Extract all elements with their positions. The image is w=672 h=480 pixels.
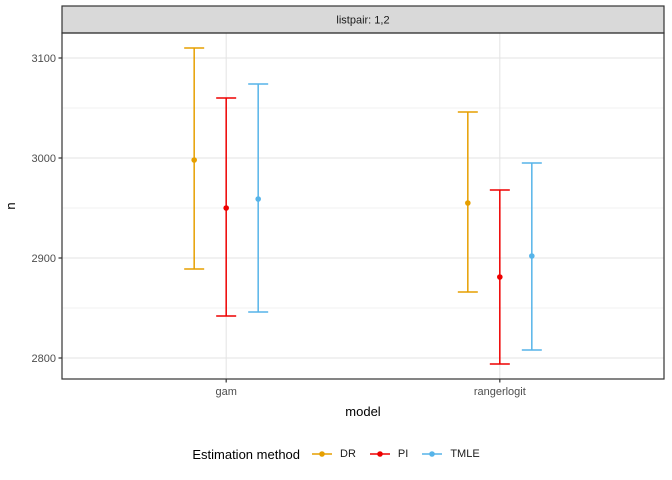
x-tick-label: rangerlogit [474,386,526,398]
legend-key-point [429,451,436,457]
point-TMLE-gam [255,196,261,202]
point-DR-rangerlogit [465,200,471,206]
point-TMLE-rangerlogit [529,253,535,259]
facet-strip [61,5,665,34]
axis-layer: 2800 2900 3000 3100 gam rangerlogit [32,53,526,398]
y-tick-label: 2900 [32,253,56,265]
chart-svg: listpair: 1,2 2800 2900 3000 3100 gam rangerl… [3,5,665,419]
panel-border [61,32,665,380]
y-axis-title: n [3,202,18,209]
gridlines-layer [62,33,664,379]
point-DR-gam [191,157,197,163]
legend-key-point [319,451,325,457]
legend-label-PI: PI [397,448,409,460]
legend-label-TMLE: TMLE [450,448,480,460]
data-layer [184,47,542,365]
legend-item-DR: DR [310,447,356,461]
point-PI-rangerlogit [497,274,503,280]
legend: Estimation method DR PI TMLE [0,440,672,468]
x-tick-label: gam [215,386,236,398]
facet-strip-label: listpair: 1,2 [336,15,389,27]
legend-items: DR PI TMLE [310,447,480,461]
legend-item-TMLE: TMLE [420,447,480,461]
legend-key-pointrange-icon [422,451,443,457]
legend-key-pointrange-icon [312,451,333,457]
legend-key-point [377,451,383,457]
y-tick-label: 3000 [32,153,56,165]
legend-title: Estimation method [192,446,301,462]
point-PI-gam [223,205,229,211]
y-tick-label: 2800 [32,353,56,365]
y-tick-label: 3100 [32,53,56,65]
legend-key-pointrange-icon [369,451,390,457]
legend-label-DR: DR [340,448,356,460]
x-axis-title: model [345,404,381,419]
legend-item-PI: PI [368,447,408,461]
